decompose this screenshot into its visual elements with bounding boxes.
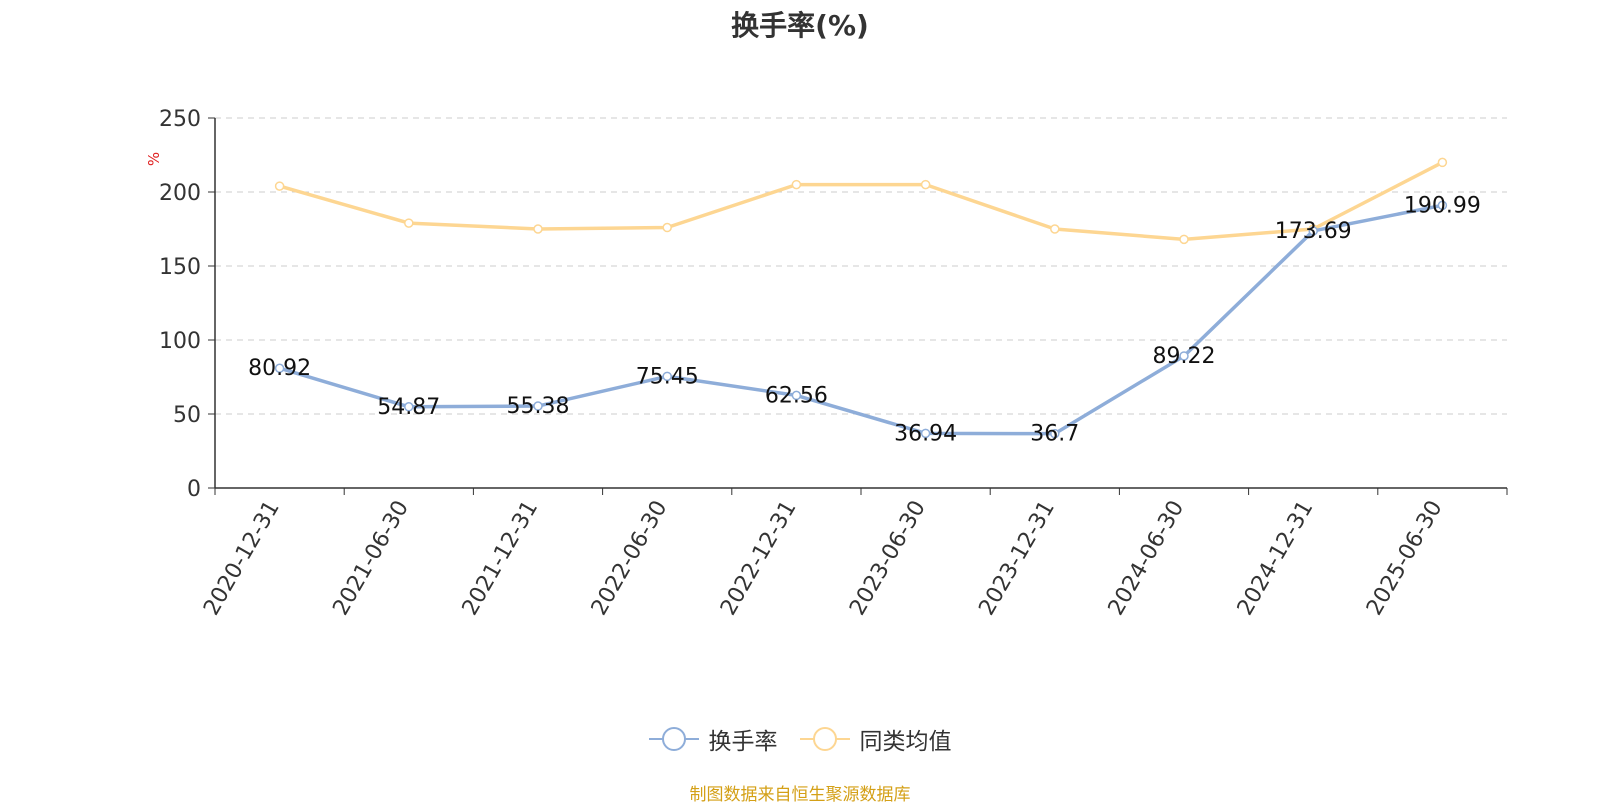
x-tick-label: 2022-06-30 <box>587 497 673 620</box>
legend-marker-turnover <box>648 727 699 751</box>
x-tick-label: 2021-12-31 <box>458 497 544 620</box>
y-tick-label: 0 <box>187 477 201 502</box>
legend-label-peer-average: 同类均值 <box>859 729 952 755</box>
data-point <box>404 402 414 412</box>
data-point <box>662 371 672 382</box>
data-label: 55.38 <box>507 394 570 419</box>
data-point <box>791 179 802 190</box>
data-point <box>920 428 931 439</box>
data-point <box>1179 351 1189 361</box>
legend-item-turnover[interactable]: 换手率 <box>648 722 778 756</box>
x-tick-label: 2021-06-30 <box>328 497 414 620</box>
x-tick-label: 2024-06-30 <box>1104 497 1190 620</box>
x-tick-label: 2023-12-31 <box>974 497 1060 620</box>
data-point <box>533 401 543 411</box>
series-line-1 <box>279 160 1444 242</box>
data-label: 75.45 <box>636 364 699 389</box>
data-point <box>1050 224 1060 234</box>
y-tick-label: 100 <box>159 329 201 354</box>
legend: 换手率 同类均值 <box>0 722 1600 756</box>
data-label: 36.7 <box>1030 422 1079 447</box>
y-tick-label: 50 <box>173 403 201 428</box>
data-point <box>920 179 931 190</box>
legend-item-peer-average[interactable]: 同类均值 <box>799 722 952 756</box>
legend-marker-peer-average <box>799 727 850 751</box>
data-label: 62.56 <box>765 383 828 408</box>
chart-title: 换手率(%) <box>731 9 869 42</box>
data-point <box>1308 226 1318 236</box>
y-tick-label: 200 <box>159 181 201 206</box>
data-point <box>1437 200 1448 211</box>
data-label: 173.69 <box>1275 219 1352 244</box>
x-tick-label: 2022-12-31 <box>716 497 802 620</box>
data-point <box>274 363 285 373</box>
y-axis-label: % <box>145 152 163 166</box>
data-point <box>1050 428 1060 439</box>
x-tick-label: 2023-06-30 <box>845 497 931 620</box>
legend-label-turnover: 换手率 <box>708 729 778 755</box>
x-tick-label: 2025-06-30 <box>1362 497 1448 620</box>
series-line-0 <box>279 203 1443 436</box>
data-point <box>1437 157 1448 168</box>
x-tick-label: 2024-12-31 <box>1233 497 1319 620</box>
data-label: 190.99 <box>1404 193 1481 218</box>
label-layer: 80.92 54.87 55.38 75.45 62.56 36.94 36.7 89.22 1… <box>248 193 1481 446</box>
data-label: 80.92 <box>248 356 311 381</box>
source-note: 制图数据来自恒生聚源数据库 <box>689 785 911 805</box>
data-point <box>1179 234 1189 245</box>
y-tick-label: 250 <box>159 107 201 132</box>
data-label: 36.94 <box>894 421 957 446</box>
data-label: 54.87 <box>377 395 440 420</box>
data-point <box>791 390 802 401</box>
data-point <box>662 222 672 233</box>
data-point <box>274 181 285 191</box>
data-point <box>533 224 543 234</box>
series-layer <box>274 157 1448 439</box>
data-label: 89.22 <box>1153 344 1216 369</box>
grid-layer <box>215 117 1507 415</box>
x-tick-label: 2020-12-31 <box>199 497 285 620</box>
data-point <box>404 218 414 228</box>
y-tick-label: 150 <box>159 255 201 280</box>
